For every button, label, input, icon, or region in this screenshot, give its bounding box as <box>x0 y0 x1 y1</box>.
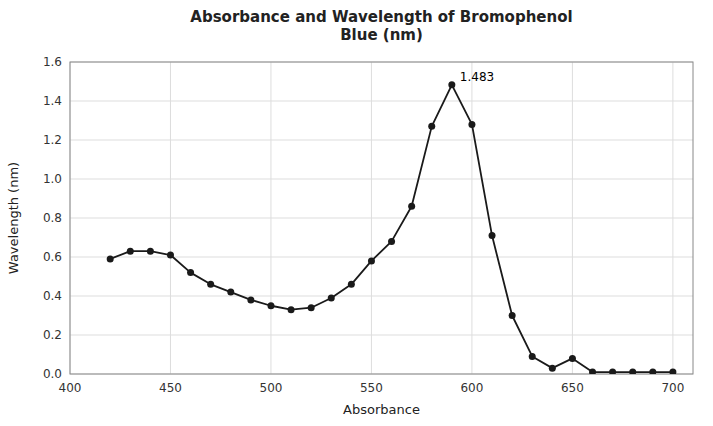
point <box>328 294 335 301</box>
point <box>267 302 274 309</box>
y-grid-line <box>70 335 693 336</box>
x-tick-label: 650 <box>561 381 584 395</box>
plot-area <box>70 62 693 374</box>
y-tick-label: 1.2 <box>43 133 62 147</box>
point <box>107 255 114 262</box>
point <box>509 312 516 319</box>
y-tick-label: 0.6 <box>43 250 62 264</box>
x-tick-label: 600 <box>460 381 483 395</box>
x-tick-label: 450 <box>159 381 182 395</box>
point <box>288 306 295 313</box>
y-tick-label: 0.8 <box>43 211 62 225</box>
x-tick-label: 550 <box>360 381 383 395</box>
point <box>468 121 475 128</box>
x-tick-label: 500 <box>260 381 283 395</box>
point <box>247 296 254 303</box>
point <box>589 369 596 374</box>
y-grid-line <box>70 101 693 102</box>
point <box>629 369 636 374</box>
point <box>609 369 616 374</box>
point <box>649 369 656 374</box>
y-tick-label: 1.0 <box>43 172 62 186</box>
y-axis-label: Wavelength (nm) <box>6 162 21 274</box>
series <box>107 81 677 374</box>
point <box>368 257 375 264</box>
y-tick-label: 1.6 <box>43 55 62 69</box>
x-tick-label: 700 <box>661 381 684 395</box>
point <box>388 238 395 245</box>
point <box>127 248 134 255</box>
annotation: 1.483 <box>460 70 494 84</box>
y-grid-line <box>70 218 693 219</box>
point <box>227 289 234 296</box>
point <box>147 248 154 255</box>
line <box>110 85 673 372</box>
point <box>489 232 496 239</box>
point <box>669 369 676 374</box>
chart: 400 450 500 550 600 650 700 0.0 0.2 0.4 0.6 0.8 1.0 1… <box>0 0 713 426</box>
point <box>428 123 435 130</box>
plot-frame <box>70 62 693 374</box>
point <box>569 355 576 362</box>
point <box>207 281 214 288</box>
point <box>187 269 194 276</box>
point <box>308 304 315 311</box>
y-tick-label: 1.4 <box>43 94 62 108</box>
point <box>167 252 174 259</box>
point <box>549 365 556 372</box>
y-grid-line <box>70 179 693 180</box>
y-tick-label: 0.4 <box>43 289 62 303</box>
point <box>348 281 355 288</box>
title: Absorbance and Wavelength of Bromophenol… <box>190 8 572 44</box>
y-grid-line <box>70 140 693 141</box>
x-tick-label: 400 <box>59 381 82 395</box>
grid <box>70 62 693 374</box>
x-axis-label: Absorbance <box>343 402 420 417</box>
y-grid-line <box>70 296 693 297</box>
y-tick-label: 0.0 <box>43 367 62 381</box>
point <box>408 203 415 210</box>
y-grid-line <box>70 257 693 258</box>
point <box>448 81 455 88</box>
tick-labels: 400 450 500 550 600 650 700 0.0 0.2 0.4 0.6 0.8 1.0 1… <box>43 55 684 395</box>
point <box>529 353 536 360</box>
y-tick-label: 0.2 <box>43 328 62 342</box>
